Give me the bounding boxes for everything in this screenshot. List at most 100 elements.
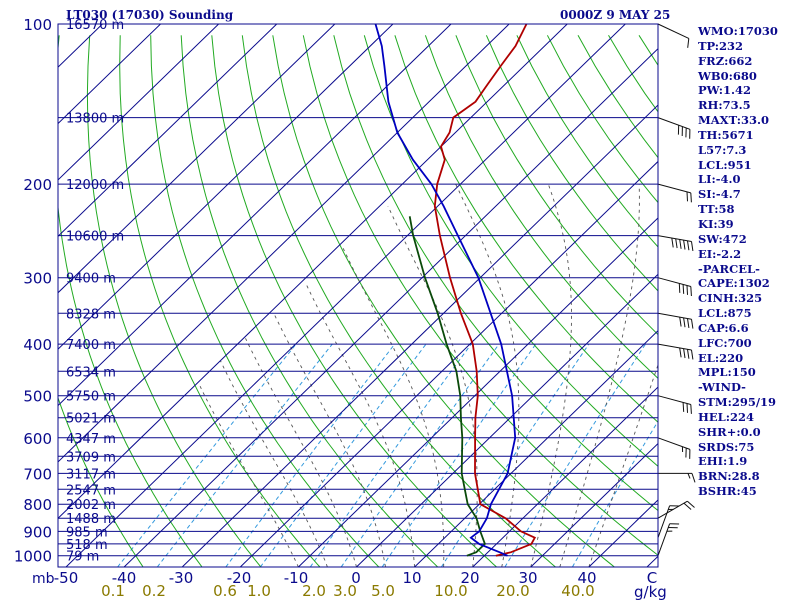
isotherm-line (58, 24, 394, 350)
mixing-ratio-tick-label: 40.0 (561, 582, 594, 600)
moist-adiabat (306, 285, 416, 567)
height-level-label: 1488 m (66, 512, 116, 527)
wind-barb-flag (679, 347, 682, 358)
height-level-label: 2547 m (66, 483, 116, 498)
isotherm-line (239, 160, 658, 567)
index-item: WB0:680 (698, 68, 757, 83)
dry-adiabat (424, 35, 658, 380)
height-level-label: 5750 m (66, 390, 116, 405)
mixing-ratio-tick-label: 3.0 (333, 582, 357, 600)
isotherm-line (58, 24, 220, 181)
index-item: SI:-4.7 (698, 187, 741, 202)
wind-barb-flag (691, 241, 694, 251)
moist-adiabat (220, 360, 328, 567)
wind-barb-flag (682, 284, 685, 294)
temperature-tick-label: 40 (577, 569, 596, 587)
wind-barb-flag (687, 240, 690, 251)
index-item: L57:7.3 (698, 142, 747, 157)
height-level-label: 9400 m (66, 272, 116, 287)
height-level-label: 16570 m (66, 18, 124, 33)
index-item: HEL:224 (698, 409, 754, 424)
mixing-ratio-tick-label: 20.0 (496, 582, 529, 600)
dry-adiabat (394, 35, 658, 423)
index-item: TH:5671 (698, 127, 754, 142)
temperature-tick-label: -50 (54, 569, 79, 587)
mixing-ratio-tick-label: 0.6 (213, 582, 237, 600)
index-item: BSHR:45 (698, 484, 757, 499)
wind-barb-flag (691, 473, 696, 483)
dry-adiabat (119, 35, 321, 567)
temperature-tick-label: -40 (112, 569, 137, 587)
pressure-tick-label: 800 (23, 496, 52, 514)
dry-adiabat (363, 35, 658, 467)
dry-adiabat (58, 396, 144, 567)
temperature-tick-label: 10 (402, 569, 421, 587)
wind-barb-flag (686, 191, 688, 202)
dry-adiabat (455, 35, 658, 336)
height-level-label: 2002 m (66, 498, 116, 513)
wind-barb-flag (675, 238, 678, 249)
wind-barb-flag (690, 404, 692, 414)
index-item: SW:472 (698, 231, 747, 246)
wind-barb-staff (657, 117, 691, 130)
index-item: STM:295/19 (698, 395, 777, 410)
wind-barb-flag (679, 317, 682, 327)
temperature-tick-label: -20 (227, 569, 252, 587)
temperature-tick-label: -30 (169, 569, 194, 587)
wind-barb-flag (687, 349, 690, 359)
temperature-tick-label: 0 (351, 569, 361, 587)
wind-barb-staff (657, 277, 691, 287)
y-axis-unit-label: mb (32, 571, 55, 587)
moist-adiabat (387, 205, 478, 567)
index-item: LI:-4.0 (698, 172, 741, 187)
index-item: CAP:6.6 (698, 320, 749, 335)
isotherm-line (65, 24, 627, 567)
mixing-ratio-tick-label: 0.2 (142, 582, 166, 600)
height-level-label: 10600 m (66, 230, 124, 245)
wind-barb-flag (691, 319, 694, 329)
wind-barb (657, 235, 694, 251)
wind-barb-staff (657, 235, 692, 242)
wind-barb-staff (657, 505, 671, 538)
index-item: FRZ:662 (698, 53, 753, 68)
pressure-tick-label: 100 (23, 16, 52, 34)
index-item: MAXT:33.0 (698, 113, 769, 128)
dry-adiabat (302, 35, 658, 556)
height-level-label: 13800 m (66, 112, 124, 127)
mixing-ratio-tick-label: 0.1 (101, 582, 125, 600)
wind-barb (657, 343, 694, 360)
height-level-label: 985 m (66, 525, 108, 540)
pressure-tick-label: 300 (23, 270, 52, 288)
mixing-ratio-tick-label: 5.0 (371, 582, 395, 600)
index-item: LCL:951 (698, 157, 752, 172)
wind-barb (657, 183, 692, 203)
mixing-ratio-line (259, 343, 427, 567)
wind-barb-flag (687, 500, 695, 508)
temperature-tick-label: C (647, 569, 657, 587)
isotherm-line (298, 217, 658, 567)
temperature-tick-label: 20 (460, 569, 479, 587)
dry-adiabat (86, 35, 262, 567)
sounding-time: 0000Z 9 MAY 25 (560, 8, 670, 22)
index-item: TT:58 (698, 202, 735, 217)
wind-barb (657, 312, 694, 329)
wind-barb (657, 395, 692, 414)
height-level-label: 8328 m (66, 307, 116, 322)
isotherm-line (530, 442, 658, 567)
index-item: LCL:875 (698, 306, 752, 321)
isotherm-line (58, 24, 336, 294)
height-level-label: 12000 m (66, 178, 124, 193)
mixing-ratio-tick-label: 10.0 (434, 582, 467, 600)
plot-frame (57, 23, 659, 568)
mixing-ratio-line (381, 343, 537, 567)
index-item: CAPE:1302 (698, 276, 770, 291)
station-title: LT030 (17030) Sounding (66, 8, 234, 22)
chart-series (374, 24, 537, 557)
temperature-tick-label: 30 (518, 569, 537, 587)
wind-barb-staff (657, 523, 671, 556)
wind-barb-flag (687, 38, 690, 48)
isotherm-line (58, 24, 278, 238)
wind-barb-staff (657, 395, 691, 405)
height-level-label: 7400 m (66, 338, 116, 353)
